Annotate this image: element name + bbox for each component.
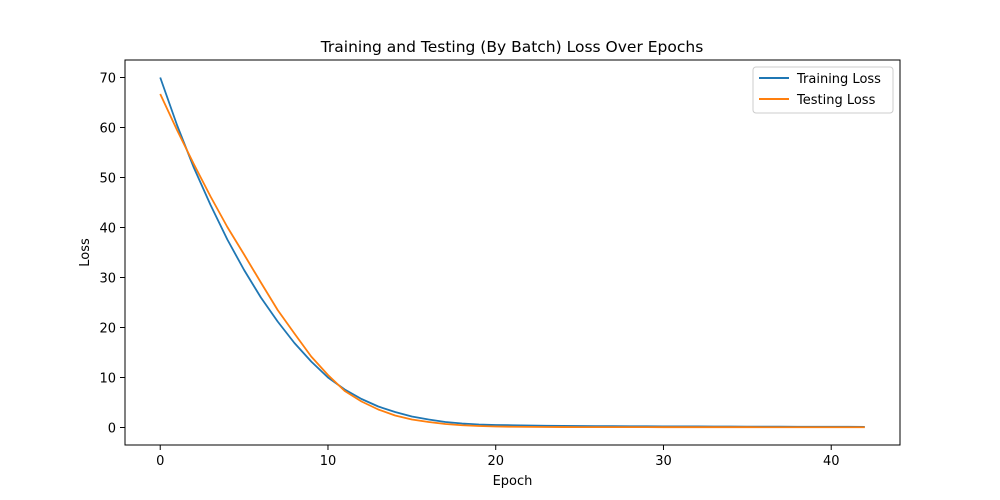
legend-label-testing-loss: Testing Loss [796, 93, 876, 108]
y-tick-label: 0 [108, 422, 116, 437]
x-tick-label: 30 [655, 454, 672, 469]
y-tick-label: 30 [99, 272, 116, 287]
legend-label-training-loss: Training Loss [796, 72, 881, 87]
x-tick-label: 40 [823, 454, 840, 469]
y-tick-label: 50 [99, 172, 116, 187]
series-lines [159, 77, 865, 429]
x-tick-label: 10 [320, 454, 337, 469]
y-axis: 0 10 20 30 40 50 60 70 [99, 72, 125, 437]
legend: Training Loss Testing Loss [752, 66, 894, 114]
y-axis-label: Loss [78, 238, 93, 267]
y-tick-label: 70 [99, 72, 116, 87]
series-line-testing-loss [159, 93, 865, 429]
x-axis-label: Epoch [493, 474, 533, 489]
plot-area [124, 59, 901, 446]
y-tick-label: 60 [99, 122, 116, 137]
y-tick-label: 20 [99, 322, 116, 337]
x-axis: 0 10 20 30 40 [156, 445, 839, 469]
y-tick-label: 40 [99, 222, 116, 237]
x-tick-label: 20 [487, 454, 504, 469]
y-tick-label: 10 [99, 372, 116, 387]
chart-title: Training and Testing (By Batch) Loss Ove… [320, 38, 704, 56]
x-tick-label: 0 [156, 454, 164, 469]
